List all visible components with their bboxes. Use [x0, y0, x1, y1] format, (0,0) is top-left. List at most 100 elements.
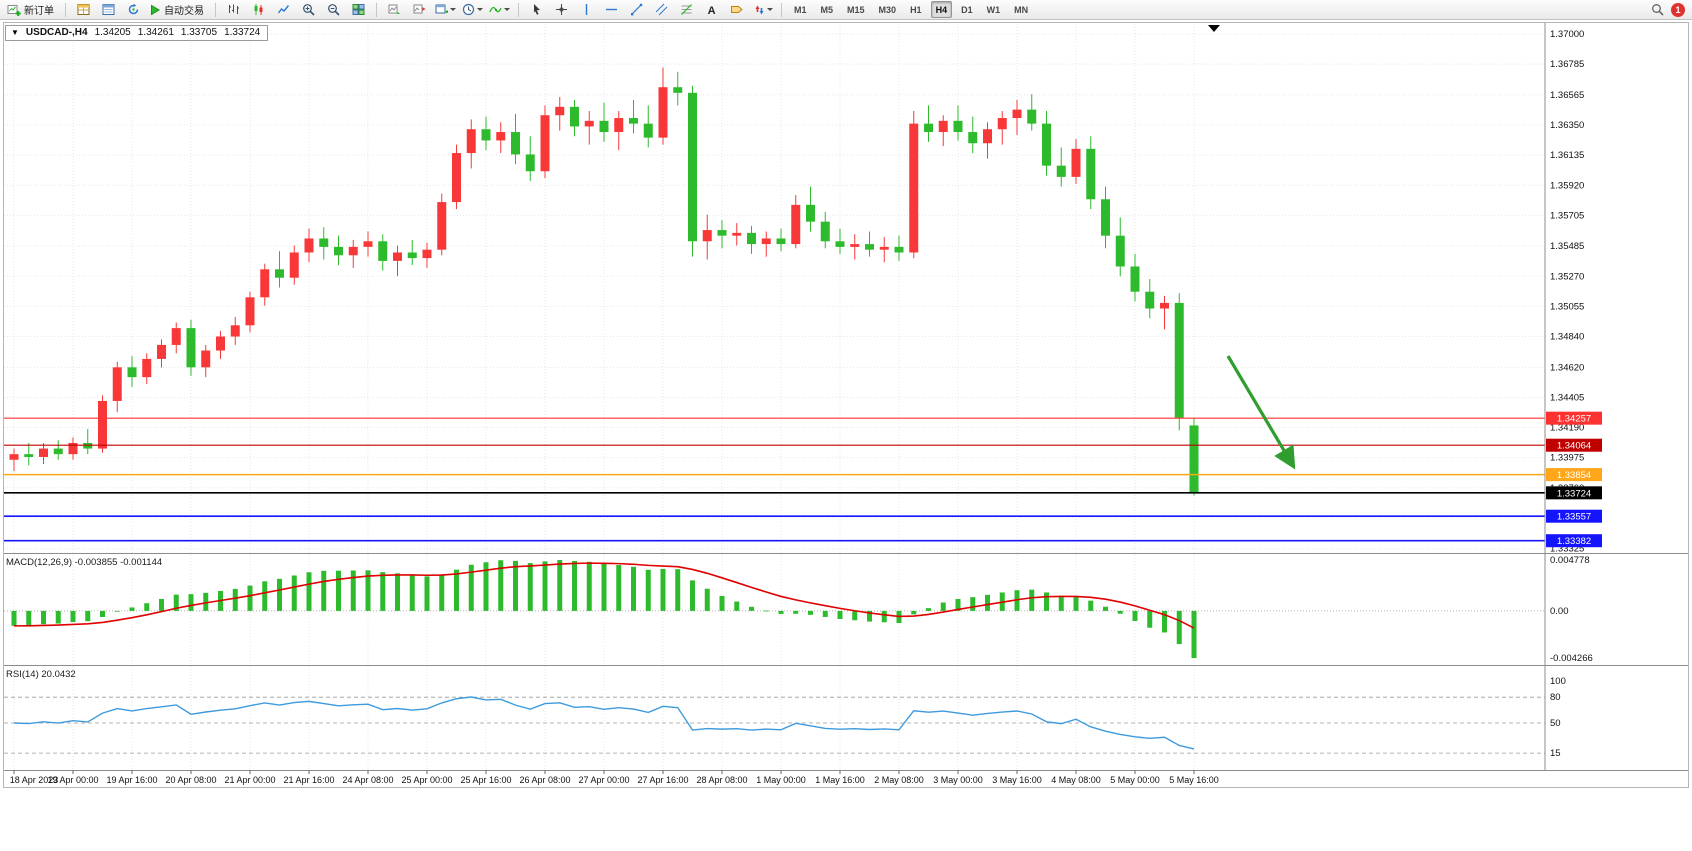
rsi-indicator-label: RSI(14) 20.0432: [6, 669, 76, 680]
auto-scroll-icon: [388, 4, 400, 14]
text-label-tool-button[interactable]: [725, 1, 748, 18]
macd-value-signal: -0.001144: [120, 557, 163, 568]
candles-layer: [9, 67, 1199, 496]
candlestick-chart-button[interactable]: [247, 1, 270, 18]
svg-text:-0.004266: -0.004266: [1550, 653, 1593, 664]
chevron-down-icon: [450, 8, 456, 11]
tf-button-w1[interactable]: W1: [986, 4, 1001, 15]
tf-button-d1[interactable]: D1: [961, 4, 973, 15]
tile-windows-button[interactable]: [347, 1, 370, 18]
svg-text:18 Apr 2023: 18 Apr 2023: [10, 775, 59, 785]
tf-button-m30[interactable]: M30: [878, 4, 897, 15]
svg-text:0.00: 0.00: [1550, 606, 1569, 617]
autotrading-label: 自动交易: [164, 6, 204, 17]
chart-quote-header: ▼ USDCAD-,H4 1.34205 1.34261 1.33705 1.3…: [5, 25, 269, 41]
auto-scroll-button[interactable]: [383, 1, 406, 18]
zoom-in-icon: [303, 4, 315, 16]
svg-text:100: 100: [1550, 676, 1566, 687]
price-tag: [1546, 534, 1602, 548]
data-window-button[interactable]: [97, 1, 120, 18]
new-order-label: 新订单: [24, 6, 54, 17]
navigator-button[interactable]: [122, 1, 145, 18]
svg-text:27 Apr 00:00: 27 Apr 00:00: [578, 775, 629, 785]
tf-button-mn[interactable]: MN: [1014, 4, 1029, 15]
svg-text:24 Apr 08:00: 24 Apr 08:00: [342, 775, 393, 785]
cursor-tool-button[interactable]: [525, 1, 548, 18]
tf-button-m1[interactable]: M1: [794, 4, 807, 15]
svg-text:28 Apr 08:00: 28 Apr 08:00: [696, 775, 747, 785]
indicators-icon: [489, 6, 502, 13]
tf-button-h1[interactable]: H1: [910, 4, 922, 15]
market-watch-button[interactable]: [72, 1, 95, 18]
svg-text:A: A: [708, 5, 716, 16]
svg-text:1.33724: 1.33724: [1557, 488, 1591, 499]
svg-text:26 Apr 08:00: 26 Apr 08:00: [519, 775, 570, 785]
zoom-out-button[interactable]: [322, 1, 345, 18]
chart-shift-icon: [413, 4, 426, 14]
one-click-expand-icon[interactable]: ▼: [11, 28, 19, 37]
svg-text:1.35055: 1.35055: [1550, 301, 1584, 312]
svg-text:2 May 08:00: 2 May 08:00: [874, 775, 924, 785]
svg-text:1.36350: 1.36350: [1550, 120, 1584, 131]
svg-text:50: 50: [1550, 718, 1561, 729]
tf-button-h4[interactable]: H4: [930, 1, 953, 18]
chart-shift-button[interactable]: [408, 1, 431, 18]
periods-clock-icon: [462, 3, 475, 16]
line-chart-button[interactable]: [272, 1, 295, 18]
toolbar-separator: [781, 2, 782, 17]
cursor-icon: [534, 4, 540, 15]
svg-text:1.33325: 1.33325: [1550, 544, 1584, 555]
text-tool-button[interactable]: A: [700, 1, 723, 18]
new-chart-button[interactable]: [433, 1, 458, 18]
bar-chart-button[interactable]: [222, 1, 245, 18]
price-tag: [1546, 486, 1602, 500]
search-button[interactable]: [1646, 1, 1669, 18]
svg-text:80: 80: [1550, 692, 1561, 703]
svg-text:5 May 00:00: 5 May 00:00: [1110, 775, 1160, 785]
autotrading-button[interactable]: 自动交易: [147, 1, 209, 18]
arrows-tool-button[interactable]: [750, 1, 775, 18]
zoom-out-icon: [328, 4, 340, 16]
trendline-tool-button[interactable]: [625, 1, 648, 18]
notification-badge[interactable]: 1: [1671, 2, 1685, 17]
svg-text:15: 15: [1550, 748, 1561, 759]
crosshair-tool-button[interactable]: [550, 1, 573, 18]
periods-button[interactable]: [460, 1, 485, 18]
fibonacci-tool-button[interactable]: [675, 1, 698, 18]
svg-text:21 Apr 00:00: 21 Apr 00:00: [224, 775, 275, 785]
svg-text:1.34190: 1.34190: [1550, 423, 1584, 434]
macd-name: MACD(12,26,9): [6, 557, 72, 568]
rsi-pane: 80 50 15 100: [4, 676, 1566, 759]
price-tag: [1546, 509, 1602, 523]
horizontal-line-tool-button[interactable]: [600, 1, 623, 18]
toolbar-separator: [376, 2, 377, 17]
svg-text:1.34257: 1.34257: [1557, 414, 1591, 425]
svg-text:1.36785: 1.36785: [1550, 59, 1584, 70]
channel-tool-button[interactable]: [650, 1, 673, 18]
chevron-down-icon: [477, 8, 483, 11]
svg-text:19 Apr 16:00: 19 Apr 16:00: [106, 775, 157, 785]
svg-text:1.37000: 1.37000: [1550, 29, 1584, 40]
equidistant-channel-icon: [655, 3, 668, 16]
crosshair-icon: [556, 4, 567, 15]
zoom-in-button[interactable]: [297, 1, 320, 18]
tf-button-m15[interactable]: M15: [847, 4, 865, 15]
vertical-line-tool-button[interactable]: [575, 1, 598, 18]
price-tag: [1546, 468, 1602, 482]
annotation-arrow[interactable]: [1226, 355, 1296, 470]
svg-text:1.33382: 1.33382: [1557, 536, 1591, 547]
svg-text:1.33557: 1.33557: [1557, 512, 1591, 523]
new-order-button[interactable]: 新订单: [5, 1, 59, 18]
macd-indicator-label: MACD(12,26,9) -0.003855 -0.001144: [6, 557, 162, 568]
toolbar-separator: [518, 2, 519, 17]
fibonacci-icon: [681, 4, 692, 15]
quote-open: 1.34205: [94, 27, 131, 38]
text-icon: A: [708, 5, 716, 16]
rsi-line: [13, 696, 1195, 750]
macd-value-main: -0.003855: [74, 557, 118, 568]
macd-pane: 0.004778 0.00 -0.004266: [4, 555, 1593, 664]
chart-shift-marker-icon[interactable]: [1208, 25, 1220, 32]
tf-button-m5[interactable]: M5: [820, 4, 834, 15]
indicators-button[interactable]: [487, 1, 512, 18]
